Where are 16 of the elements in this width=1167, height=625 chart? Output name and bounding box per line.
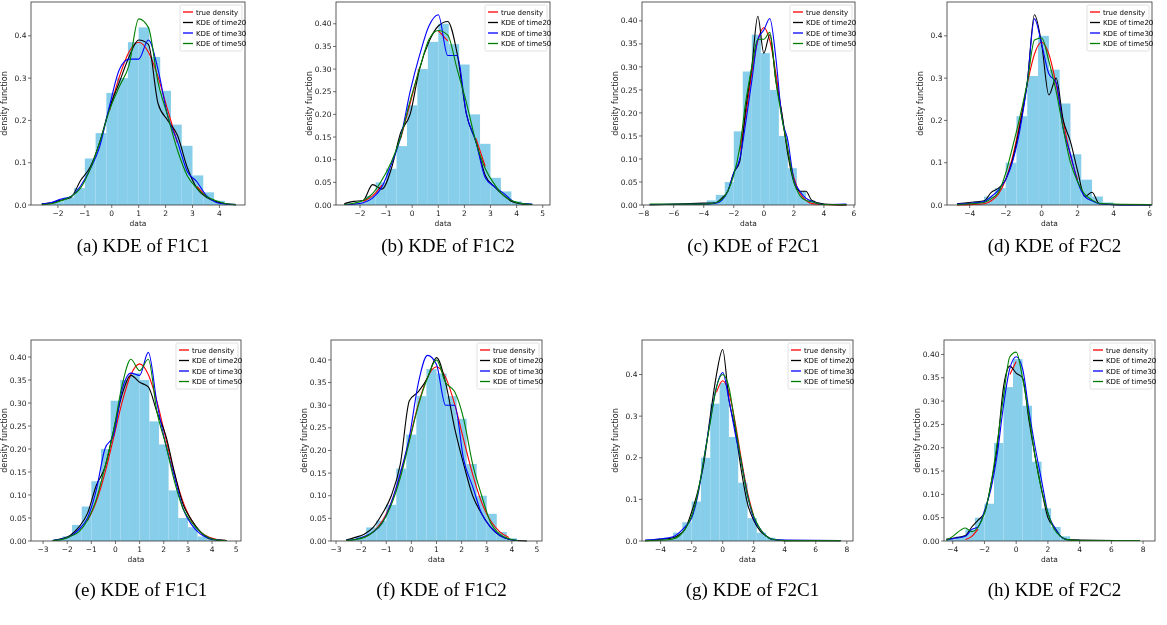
y-axis-title: density function bbox=[0, 408, 9, 473]
y-axis-title: density function bbox=[913, 408, 922, 473]
y-axis-title: density function bbox=[916, 71, 925, 136]
y-axis-title: density function bbox=[611, 408, 620, 473]
text: (e) KDE of F1C1 bbox=[74, 579, 208, 601]
text: (a) KDE of F1C1 bbox=[76, 235, 210, 257]
y-axis-title: density function bbox=[300, 408, 309, 473]
text: (d) KDE of F2C2 bbox=[987, 235, 1122, 257]
y-axis-title: density function bbox=[611, 71, 620, 136]
text: (c) KDE of F2C1 bbox=[687, 235, 820, 257]
y-axis-title: density function bbox=[305, 71, 314, 136]
y-axis-title: density function bbox=[0, 71, 9, 136]
text: (b) KDE of F1C2 bbox=[381, 235, 515, 257]
text: (g) KDE of F2C1 bbox=[685, 579, 820, 601]
text: (f) KDE of F1C2 bbox=[376, 579, 507, 601]
text: (h) KDE of F2C2 bbox=[987, 579, 1122, 601]
